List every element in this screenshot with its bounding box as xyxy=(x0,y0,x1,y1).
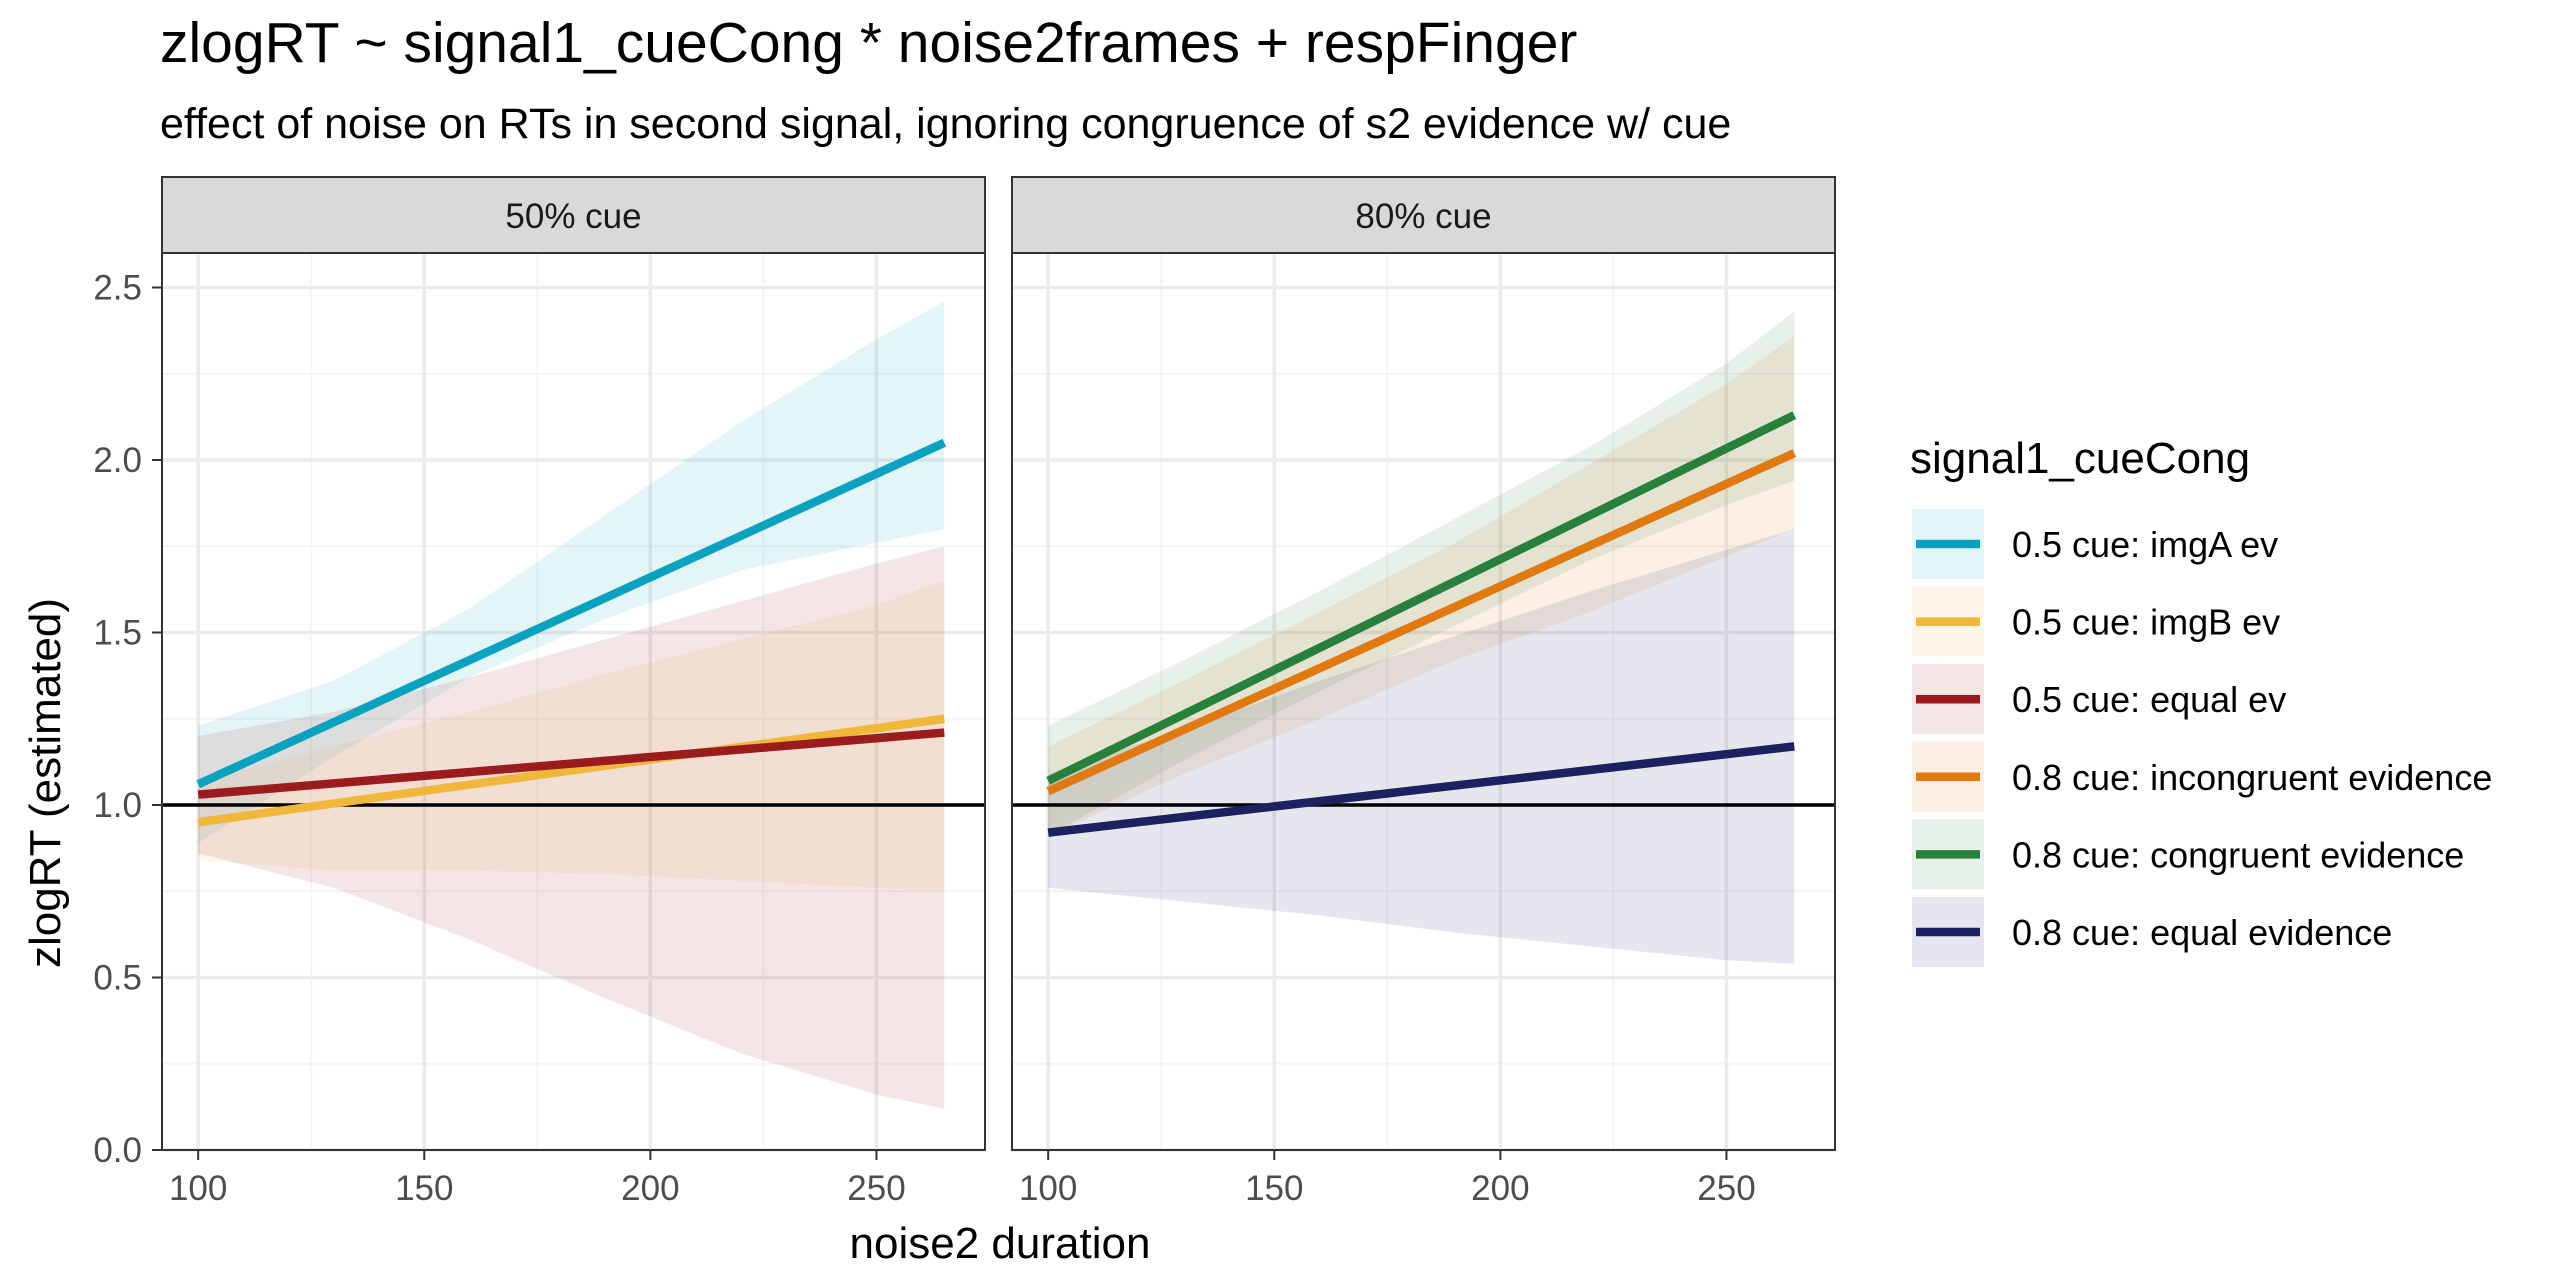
y-tick-label: 0.0 xyxy=(93,1131,142,1170)
y-tick-label: 2.0 xyxy=(93,441,142,480)
ci-band-0-5-cue-imgb-ev xyxy=(198,580,945,892)
y-tick-label: 1.0 xyxy=(93,786,142,825)
ci-band-0-8-cue-equal-evidence xyxy=(1048,529,1795,964)
series-line-0-8-cue-incongruent-evidence xyxy=(1046,449,1797,796)
legend-item-0-8-cue-equal-evidence: 0.8 cue: equal evidence xyxy=(1912,897,2392,967)
facet-strip xyxy=(1011,176,1836,254)
legend-label: 0.5 cue: imgB ev xyxy=(2012,602,2280,643)
x-axis-label: noise2 duration xyxy=(850,1219,1151,1268)
panel-border xyxy=(1011,252,1836,1151)
ci-band-0-5-cue-equal-ev xyxy=(198,546,945,1109)
panel-80-cue: 80% cue 100 150 200 250 xyxy=(1011,176,1836,1208)
legend-label: 0.8 cue: congruent evidence xyxy=(2012,834,2464,875)
x-tick-label: 200 xyxy=(1471,1169,1529,1208)
legend-item-0-5-cue-equal-ev: 0.5 cue: equal ev xyxy=(1912,664,2286,735)
panel-50-cue: 50% cue 100 150 200 250 0.0 0.5 1.0 1.5 2.0 2.5 xyxy=(93,176,986,1208)
facet-strip-label: 50% cue xyxy=(505,197,641,236)
legend-item-0-8-cue-incongruent-evidence: 0.8 cue: incongruent evidence xyxy=(1912,741,2492,812)
x-tick-label: 200 xyxy=(621,1169,679,1208)
legend-item-0-5-cue-imga-ev: 0.5 cue: imgA ev xyxy=(1912,509,2278,579)
legend: signal1_cueCong 0.5 cue: imgA ev 0.5 cue:… xyxy=(1910,434,2492,967)
legend-item-0-5-cue-imgb-ev: 0.5 cue: imgB ev xyxy=(1912,586,2280,657)
y-axis-label: zlogRT (estimated) xyxy=(21,598,70,968)
legend-label: 0.8 cue: incongruent evidence xyxy=(2012,757,2492,798)
ci-band-0-5-cue-imga-ev xyxy=(198,301,945,843)
legend-label: 0.5 cue: equal ev xyxy=(2012,679,2286,720)
legend-label: 0.5 cue: imgA ev xyxy=(2012,524,2278,565)
x-tick-label: 100 xyxy=(1019,1169,1077,1208)
x-tick-label: 100 xyxy=(169,1169,227,1208)
panel-border xyxy=(161,252,986,1151)
legend-title: signal1_cueCong xyxy=(1910,434,2250,483)
x-tick-label: 250 xyxy=(847,1169,905,1208)
x-tick-label: 150 xyxy=(395,1169,453,1208)
series-line-0-8-cue-equal-evidence xyxy=(1047,742,1795,837)
y-tick-label: 2.5 xyxy=(93,269,142,308)
chart-title: zlogRT ~ signal1_cueCong * noise2frames … xyxy=(160,11,1577,75)
y-tick-label: 1.5 xyxy=(93,614,142,653)
chart-subtitle: effect of noise on RTs in second signal,… xyxy=(160,100,1731,148)
panels: 50% cue 100 150 200 250 0.0 0.5 1.0 1.5 2.0 2.5 80%… xyxy=(93,176,1836,1208)
series-line-0-8-cue-congruent-evidence xyxy=(1046,411,1797,785)
series-line-0-5-cue-imga-ev xyxy=(196,438,947,789)
y-tick-label: 0.5 xyxy=(93,959,142,998)
x-tick-label: 150 xyxy=(1245,1169,1303,1208)
legend-item-0-8-cue-congruent-evidence: 0.8 cue: congruent evidence xyxy=(1912,819,2464,890)
series-line-0-5-cue-imgb-ev xyxy=(197,714,945,827)
series-line-0-5-cue-equal-ev xyxy=(197,728,945,799)
facet-strip-label: 80% cue xyxy=(1355,197,1491,236)
x-tick-label: 250 xyxy=(1697,1169,1755,1208)
facet-strip xyxy=(161,176,986,254)
legend-label: 0.8 cue: equal evidence xyxy=(2012,912,2392,953)
